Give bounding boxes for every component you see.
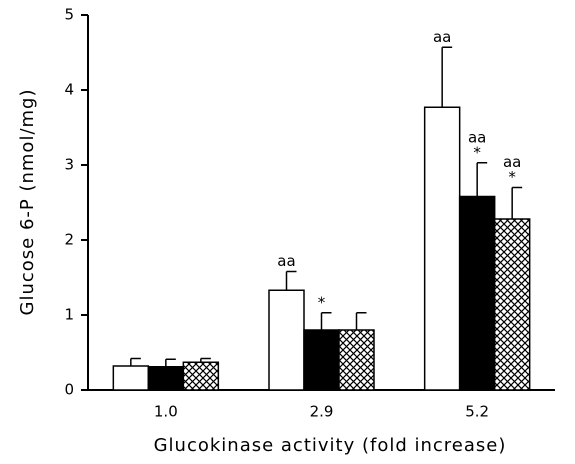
x-tick-label: 2.9	[310, 403, 334, 421]
significance-label: aa	[433, 28, 451, 46]
bar	[268, 289, 305, 391]
bar	[458, 195, 496, 391]
y-tick-label: 3	[64, 156, 74, 174]
y-tick-label: 4	[64, 81, 74, 99]
y-tick-label: 1	[64, 306, 74, 324]
bar	[147, 366, 185, 391]
bar	[182, 361, 220, 391]
significance-label: *	[508, 168, 516, 186]
bar	[423, 106, 461, 391]
bar	[338, 329, 375, 391]
significance-label: aa	[277, 252, 295, 270]
x-tick-label: 1.0	[154, 403, 178, 421]
y-axis-label: Glucose 6-P (nmol/mg)	[17, 89, 38, 316]
significance-label: aa	[503, 153, 521, 171]
bar	[303, 329, 340, 391]
x-tick-label: 5.2	[465, 403, 489, 421]
y-tick-label: 0	[64, 381, 74, 399]
significance-label: aa	[468, 128, 486, 146]
significance-label: *	[473, 143, 481, 161]
significance-label: *	[318, 293, 326, 311]
y-tick-label: 5	[64, 6, 74, 24]
y-tick-label: 2	[64, 231, 74, 249]
bar	[112, 365, 150, 391]
x-axis-label: Glucokinase activity (fold increase)	[154, 435, 507, 456]
bar	[493, 218, 531, 391]
